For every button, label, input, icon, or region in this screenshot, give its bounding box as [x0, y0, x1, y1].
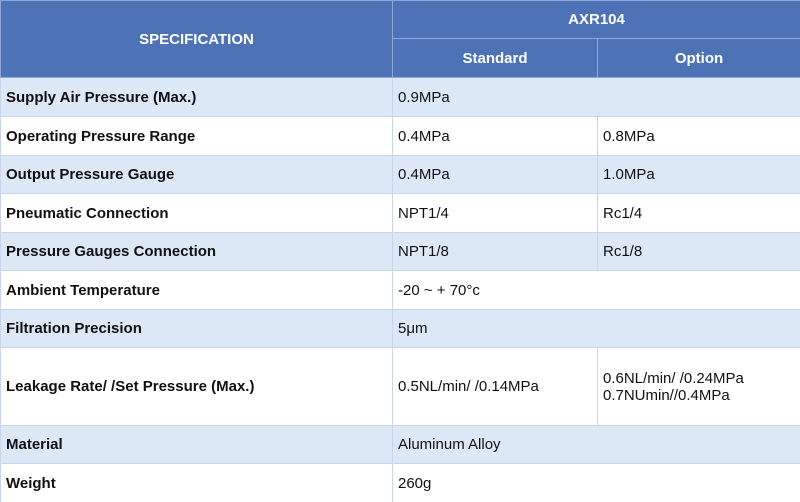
standard-cell: 0.4MPa	[392, 116, 598, 156]
spec-header: SPECIFICATION	[0, 0, 393, 78]
option-cell: 0.8MPa	[596, 116, 800, 156]
row: Ambient Temperature -20 ~ + 70°c	[0, 270, 800, 310]
option-cell: 0.6NL/min/ /0.24MPa 0.7NUmin//0.4MPa	[596, 347, 800, 426]
row-label: Material	[0, 425, 393, 464]
value-cell: 5μm	[391, 309, 800, 348]
standard-header: Standard	[392, 38, 598, 78]
row-label: Operating Pressure Range	[0, 116, 393, 156]
row-label: Supply Air Pressure (Max.)	[0, 77, 393, 117]
standard-cell: 0.4MPa	[392, 155, 598, 194]
row-label: Pressure Gauges Connection	[0, 232, 393, 271]
value-cell: -20 ~ + 70°c	[391, 270, 800, 310]
option-cell: 1.0MPa	[596, 155, 800, 194]
row: Output Pressure Gauge 0.4MPa 1.0MPa	[0, 155, 800, 194]
row-label: Pneumatic Connection	[0, 193, 393, 233]
model-header: AXR104	[391, 0, 800, 39]
value-cell: 260g	[391, 463, 800, 502]
row: Filtration Precision 5μm	[0, 309, 800, 348]
row-label: Leakage Rate/ /Set Pressure (Max.)	[0, 347, 393, 426]
row: Supply Air Pressure (Max.) 0.9MPa	[0, 77, 800, 117]
row: Leakage Rate/ /Set Pressure (Max.) 0.5NL/…	[0, 347, 800, 426]
option-cell: Rc1/4	[596, 193, 800, 233]
option-line: 0.7NUmin//0.4MPa	[603, 386, 730, 404]
option-cell: Rc1/8	[596, 232, 800, 271]
row: Pneumatic Connection NPT1/4 Rc1/4	[0, 193, 800, 233]
value-cell: Aluminum Alloy	[391, 425, 800, 464]
row: Operating Pressure Range 0.4MPa 0.8MPa	[0, 116, 800, 156]
table-body: Supply Air Pressure (Max.) 0.9MPa Operatin…	[0, 77, 800, 502]
standard-cell: NPT1/8	[392, 232, 598, 271]
row: Weight 260g	[0, 463, 800, 502]
standard-cell: NPT1/4	[392, 193, 598, 233]
option-header: Option	[596, 38, 800, 78]
row-label: Ambient Temperature	[0, 270, 393, 310]
row-label: Output Pressure Gauge	[0, 155, 393, 194]
option-line: 0.6NL/min/ /0.24MPa	[603, 369, 744, 387]
row: Material Aluminum Alloy	[0, 425, 800, 464]
value-cell: 0.9MPa	[391, 77, 800, 117]
row-label: Weight	[0, 463, 393, 502]
row: Pressure Gauges Connection NPT1/8 Rc1/8	[0, 232, 800, 271]
row-label: Filtration Precision	[0, 309, 393, 348]
standard-cell: 0.5NL/min/ /0.14MPa	[392, 347, 598, 426]
